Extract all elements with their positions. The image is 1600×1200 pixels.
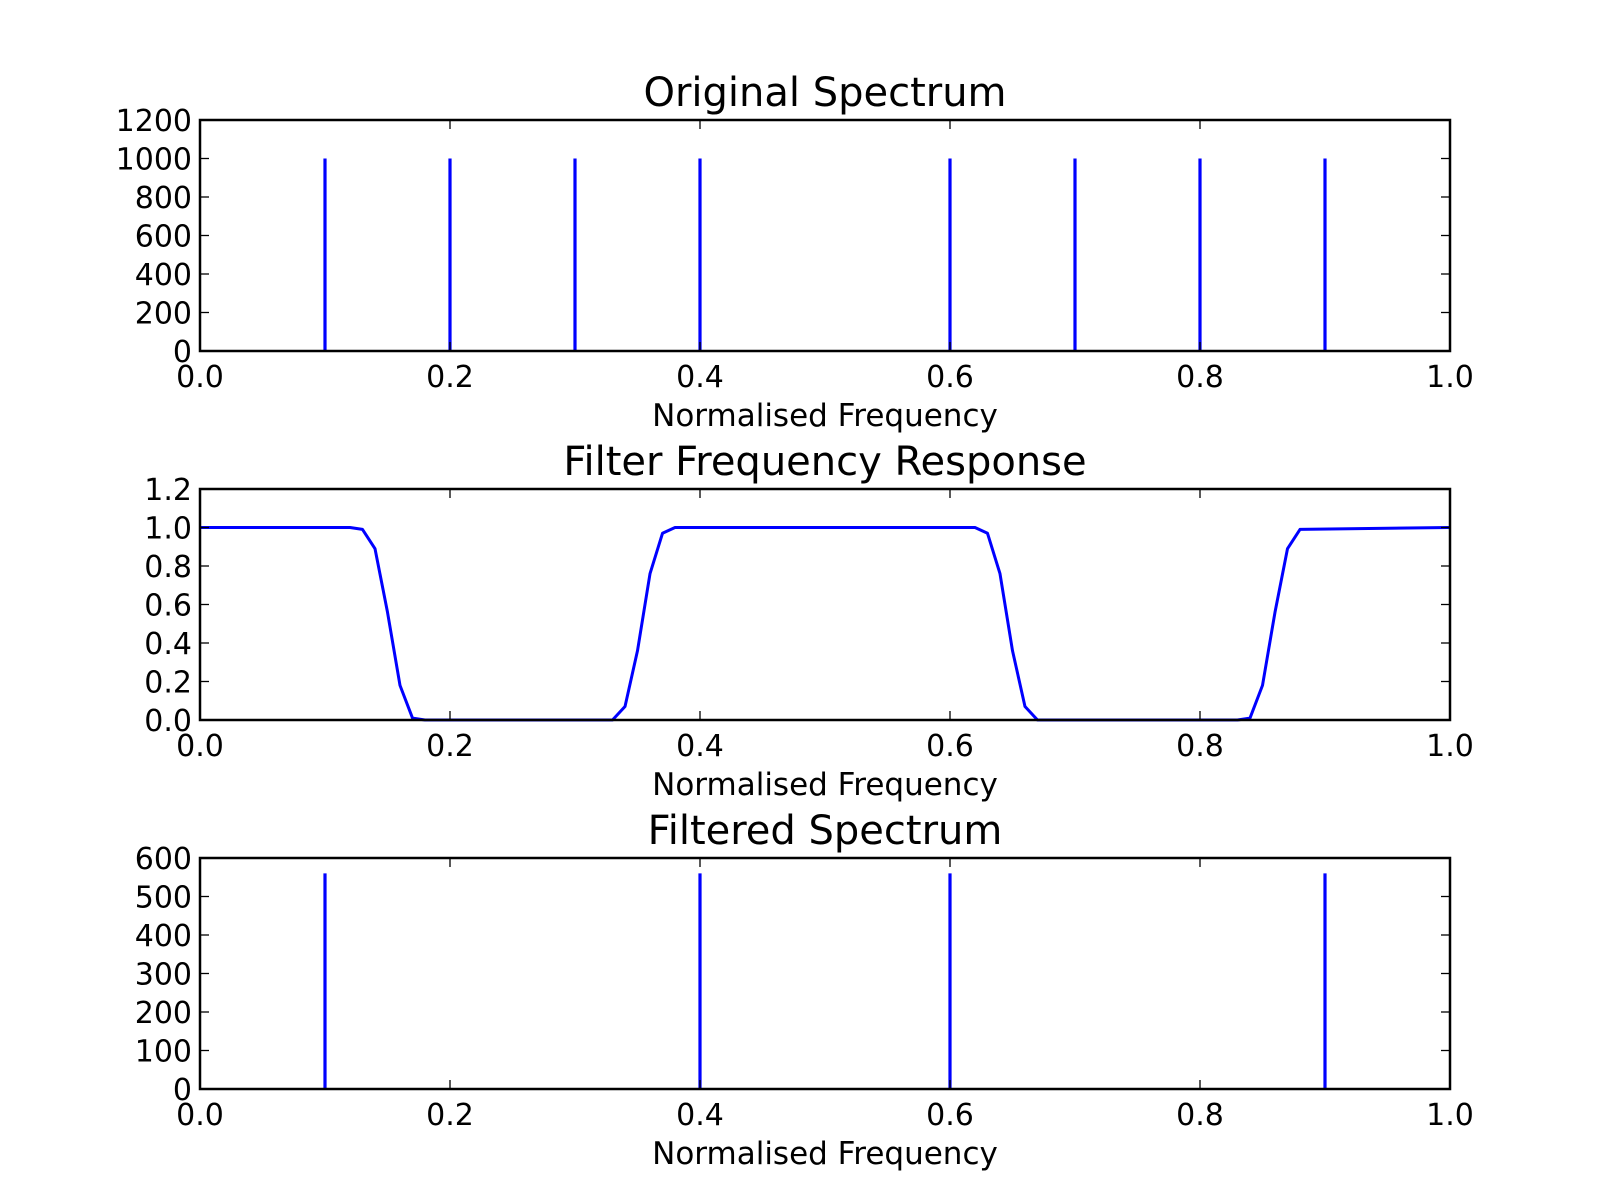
y-tick-label: 0 [173,1073,192,1108]
x-tick-label: 0.6 [926,360,974,395]
chart-title: Filter Frequency Response [563,439,1086,485]
y-tick-label: 1.2 [144,473,192,508]
x-tick-label: 0.6 [926,1098,974,1133]
x-tick-label: 0.4 [676,1098,724,1133]
chart-title: Filtered Spectrum [648,808,1003,854]
y-tick-label: 400 [135,919,192,954]
x-tick-label: 0.8 [1176,360,1224,395]
y-tick-label: 0.6 [144,589,192,624]
x-tick-label: 0.2 [426,360,474,395]
x-axis-label: Normalised Frequency [652,398,998,434]
x-tick-label: 0.6 [926,729,974,764]
y-tick-label: 500 [135,881,192,916]
x-tick-label: 1.0 [1426,360,1474,395]
x-axis-label: Normalised Frequency [652,767,998,803]
x-tick-label: 0.2 [426,1098,474,1133]
y-tick-label: 400 [135,258,192,293]
plot-frame [198,118,1452,353]
x-tick-label: 0.8 [1176,729,1224,764]
x-tick-label: 0.0 [176,729,224,764]
chart-title: Original Spectrum [643,70,1006,116]
y-tick-label: 800 [135,181,192,216]
x-tick-label: 0.0 [176,360,224,395]
x-tick-label: 0.0 [176,1098,224,1133]
x-tick-label: 0.4 [676,360,724,395]
x-tick-label: 0.2 [426,729,474,764]
x-tick-label: 1.0 [1426,729,1474,764]
y-tick-label: 600 [135,220,192,255]
y-tick-label: 300 [135,958,192,993]
x-tick-label: 1.0 [1426,1098,1474,1133]
x-tick-label: 0.4 [676,729,724,764]
y-tick-label: 1000 [116,143,192,178]
plot-frame [198,856,1452,1091]
y-tick-label: 1200 [116,104,192,139]
y-tick-label: 0 [173,335,192,370]
y-tick-label: 200 [135,996,192,1031]
y-tick-label: 0.4 [144,627,192,662]
x-axis-label: Normalised Frequency [652,1136,998,1172]
y-tick-label: 0.2 [144,666,192,701]
y-tick-label: 200 [135,297,192,332]
y-tick-label: 0.8 [144,550,192,585]
y-tick-label: 100 [135,1035,192,1070]
x-tick-label: 0.8 [1176,1098,1224,1133]
y-tick-label: 0.0 [144,704,192,739]
response-line [200,526,1451,722]
y-tick-label: 600 [135,842,192,877]
y-tick-label: 1.0 [144,512,192,547]
